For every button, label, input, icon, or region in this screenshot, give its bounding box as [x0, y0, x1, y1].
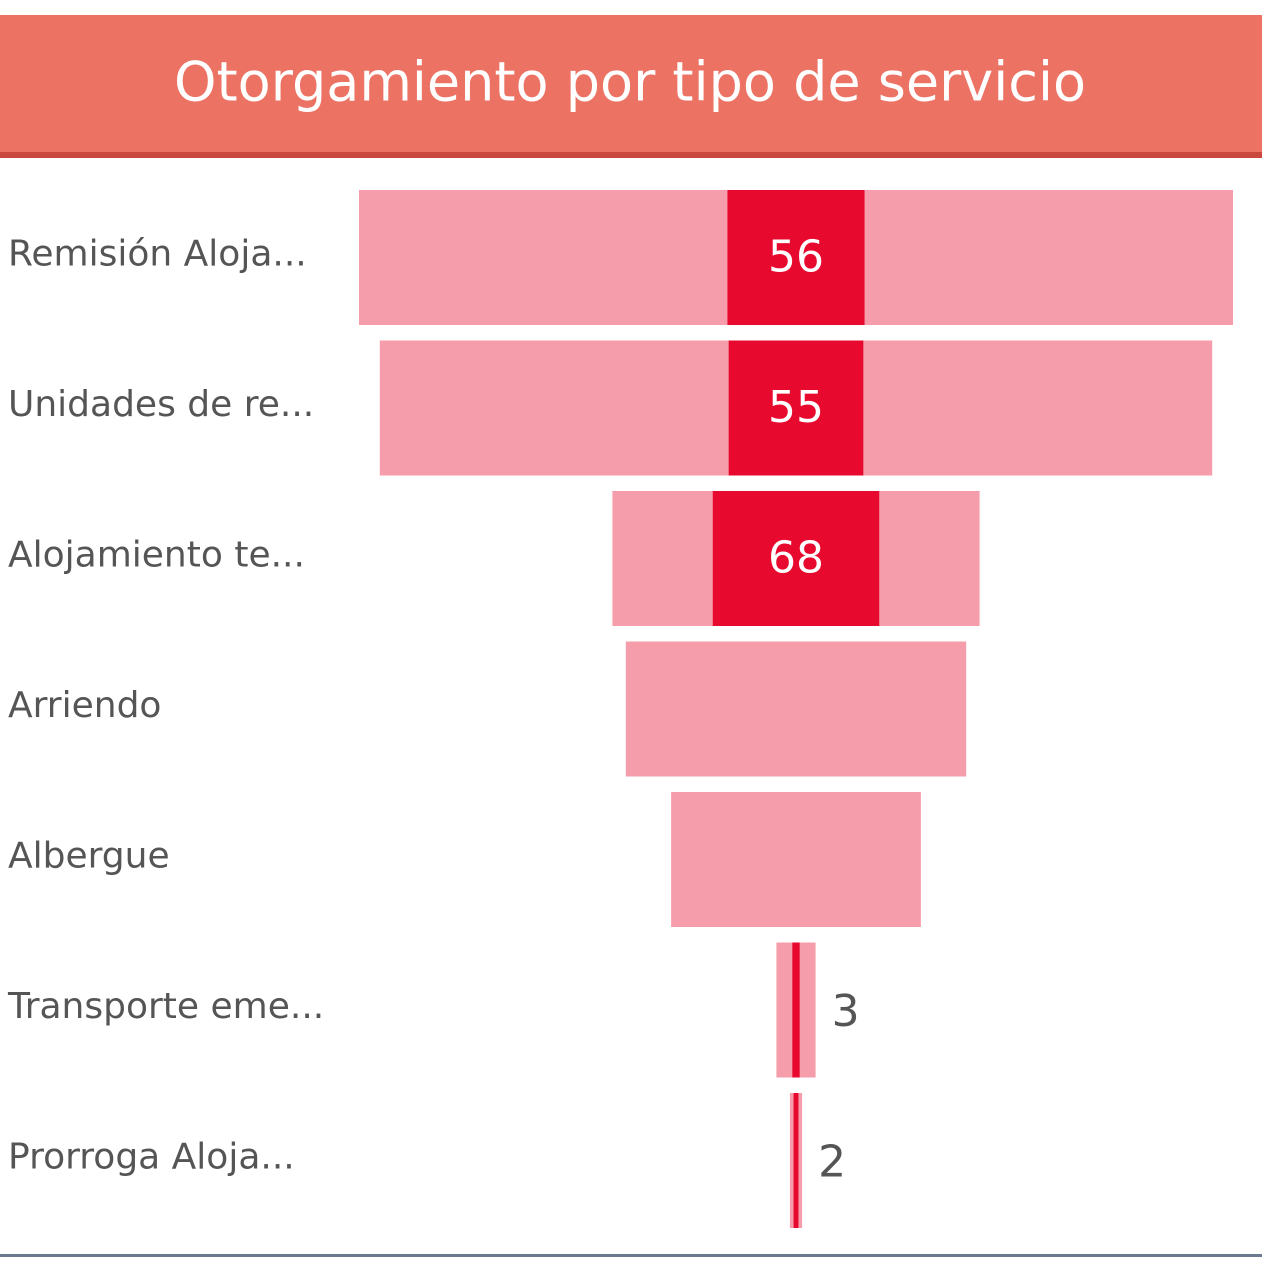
funnel-bar: [793, 1093, 799, 1228]
funnel-bar: [792, 942, 800, 1078]
chart-title: Otorgamiento por tipo de servicio: [174, 51, 1086, 114]
data-label: 2: [818, 1137, 846, 1188]
data-label: 56: [768, 232, 824, 283]
category-label: Remisión Aloja...: [8, 234, 307, 275]
category-label: Albergue: [8, 836, 170, 877]
data-label: 68: [768, 533, 824, 584]
category-label: Prorroga Aloja...: [8, 1137, 295, 1178]
title-underline: [0, 152, 1262, 158]
funnel-bar: [712, 491, 880, 626]
category-label: Transporte eme...: [7, 986, 324, 1027]
funnel-bar: [727, 190, 865, 325]
data-label: 3: [832, 986, 860, 1037]
category-label: Unidades de re...: [8, 384, 314, 425]
category-label: Alojamiento te...: [8, 535, 305, 576]
bottom-border: [0, 1254, 1262, 1257]
funnel-bar: [671, 792, 921, 927]
funnel-bar: [625, 641, 967, 777]
title-band: [0, 15, 1262, 155]
funnel-bar: [728, 340, 864, 476]
category-label: Arriendo: [8, 685, 161, 726]
data-label: 55: [768, 382, 824, 433]
